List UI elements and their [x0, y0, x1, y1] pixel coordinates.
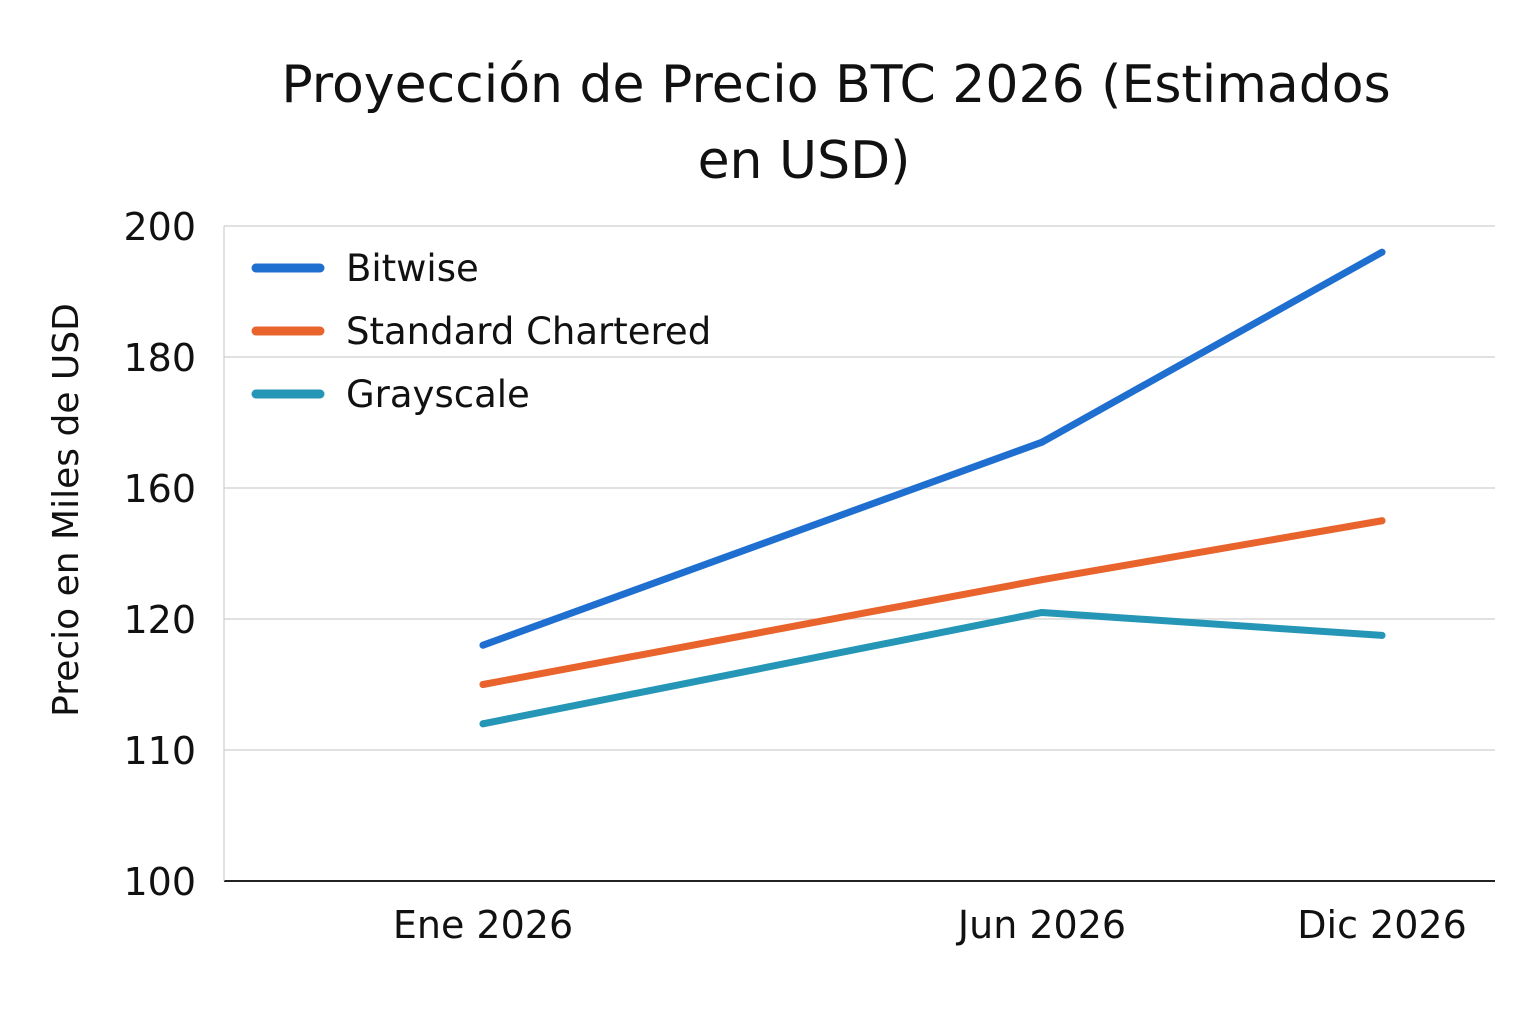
data-point: [479, 681, 487, 688]
data-point: [1378, 631, 1386, 639]
x-tick-label: Ene 2026: [393, 903, 573, 947]
y-tick-label: 180: [123, 336, 196, 380]
y-tick-label: 110: [123, 729, 196, 773]
y-tick-label: 200: [123, 205, 196, 249]
y-axis-label: Precio en Miles de USD: [46, 303, 87, 717]
data-point: [479, 720, 487, 728]
data-point: [1038, 608, 1046, 616]
y-tick-label: 120: [123, 598, 196, 642]
grid: [224, 225, 1495, 751]
legend-label: Bitwise: [346, 247, 479, 290]
series-line-standard-chartered: [479, 517, 1386, 688]
legend-label: Grayscale: [346, 373, 530, 416]
legend: Bitwise Standard Chartered Grayscale: [251, 247, 711, 416]
chart-title-line-1: Proyección de Precio BTC 2026 (Estimados: [281, 55, 1390, 115]
legend-label: Standard Chartered: [346, 310, 711, 353]
y-tick-label: 160: [123, 467, 196, 511]
data-point: [1038, 438, 1046, 446]
y-axis-ticks: 200 180 160 120 110 100: [123, 205, 196, 904]
data-point: [1038, 576, 1046, 584]
chart-title-line-2: en USD): [698, 131, 911, 191]
x-tick-label: Jun 2026: [956, 903, 1126, 947]
data-point: [479, 641, 487, 649]
y-tick-label: 100: [123, 860, 196, 904]
series: [479, 248, 1386, 728]
x-tick-label: Dic 2026: [1297, 903, 1467, 947]
series-line-grayscale: [479, 608, 1386, 728]
x-axis-ticks: Ene 2026 Jun 2026 Dic 2026: [393, 903, 1467, 947]
data-point: [1378, 517, 1386, 525]
data-point: [1378, 248, 1386, 256]
